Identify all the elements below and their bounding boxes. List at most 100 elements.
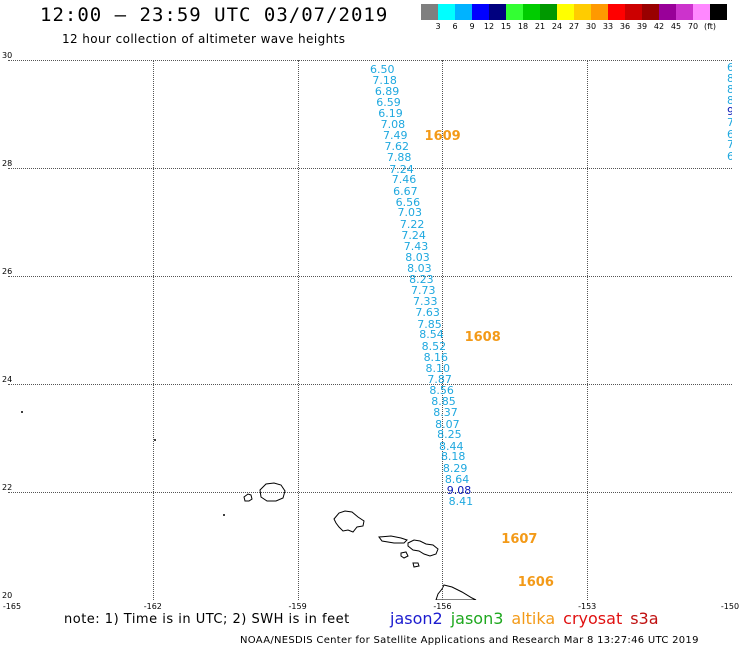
swh-value: 8.10 (425, 361, 451, 375)
swh-value: 7.24 (389, 162, 414, 176)
legend-label: (ft) (703, 22, 717, 31)
swh-value: 6.59 (376, 96, 401, 110)
pass-time-label: 1606 (517, 575, 554, 591)
swh-value: 6.19 (378, 107, 403, 120)
swh-value-edge: 7 (727, 138, 732, 152)
island-maui (407, 539, 439, 557)
swh-value: 7.62 (384, 140, 409, 154)
swh-value: 8.85 (431, 395, 456, 409)
lat-tick-label: 28 (2, 159, 13, 168)
swh-value: 8.56 (429, 384, 454, 398)
legend-swatch (676, 4, 693, 20)
legend-label: 30 (585, 22, 597, 31)
legend-label: 36 (619, 22, 631, 31)
swh-value: 8.18 (440, 450, 466, 464)
swh-value: 8.41 (448, 495, 474, 509)
lat-tick-label: 24 (2, 375, 13, 384)
legend-swatch (557, 4, 574, 20)
swh-value: 8.03 (407, 261, 432, 275)
legend-swatch (438, 4, 455, 20)
swh-value: 7.49 (383, 129, 408, 143)
grid-line-lat (8, 276, 732, 277)
swh-value: 7.88 (386, 151, 412, 165)
islet-dot (154, 439, 156, 441)
swh-value: 8.54 (419, 328, 444, 342)
credit-text: NOAA/NESDIS Center for Satellite Applica… (240, 635, 699, 646)
mission-altika: altika (511, 609, 556, 628)
swh-value: 9.08 (446, 483, 472, 497)
swh-value: 8.03 (405, 250, 430, 264)
legend-swatch (472, 4, 489, 20)
swh-value: 6.89 (374, 84, 400, 98)
swh-value: 7.22 (399, 217, 425, 231)
lat-tick-label: 20 (2, 591, 13, 600)
swh-value: 8.07 (435, 417, 460, 431)
swh-value: 7.85 (417, 317, 442, 331)
hawaii-islands (21, 411, 477, 600)
island-hawaii (435, 584, 477, 600)
legend-swatch (574, 4, 591, 20)
legend-swatch (625, 4, 642, 20)
swh-value: 8.25 (437, 428, 462, 442)
swh-value: 6.50 (370, 62, 395, 76)
map-area[interactable]: 6.50 7.18 6.89 6.59 6.19 7.08 7.49 7.62 7.88 7.24… (8, 60, 732, 600)
island-lanai (400, 551, 409, 559)
legend-swatch (591, 4, 608, 20)
legend-swatch (710, 4, 727, 20)
grid-line-lon (297, 60, 299, 600)
swh-value: 7.63 (415, 306, 440, 320)
legend-label: 39 (636, 22, 648, 31)
swh-value-edge: 8. (727, 83, 732, 97)
swh-value: 7.08 (380, 118, 406, 132)
swh-value-edge: 9 (727, 104, 732, 118)
lon-tick-label: -150 (720, 602, 740, 611)
swh-value: 7.24 (401, 228, 426, 242)
legend-swatch (540, 4, 557, 20)
legend-label: 3 (435, 22, 441, 31)
island-kahoolawe (412, 562, 420, 568)
islet-dot (21, 411, 23, 413)
grid-line-lat (8, 492, 732, 493)
legend-label: 45 (670, 22, 682, 31)
swh-value: 8.37 (433, 406, 458, 420)
legend-swatch (642, 4, 659, 20)
swh-value: 8.44 (439, 439, 464, 453)
swh-value-edge: 6. (727, 127, 732, 141)
legend-label: 15 (500, 22, 512, 31)
swh-value: 7.03 (397, 206, 423, 220)
color-legend (421, 4, 727, 20)
swh-value: 8.52 (421, 339, 447, 353)
island-niihau (243, 493, 253, 502)
legend-label: 24 (551, 22, 563, 31)
pass-time-label: 1607 (501, 532, 538, 548)
swh-value: 8.16 (423, 350, 449, 364)
swh-value-edge: 6.4 (727, 61, 732, 75)
legend-swatch (489, 4, 506, 20)
mission-cryosat: cryosat (563, 609, 623, 628)
lon-tick-label: -153 (578, 602, 597, 611)
legend-swatch (421, 4, 438, 20)
grid-line-lat (8, 168, 732, 169)
legend-label: 9 (469, 22, 475, 31)
swh-value: 8.64 (444, 473, 470, 487)
legend-swatch (506, 4, 523, 20)
swh-value-edge: 8. (727, 94, 732, 108)
mission-s3a: s3a (630, 609, 659, 628)
legend-label: 33 (602, 22, 614, 31)
lat-tick-label: 30 (2, 51, 13, 60)
swh-value: 7.73 (411, 284, 436, 298)
islet-dot (223, 514, 225, 516)
legend-swatch (693, 4, 710, 20)
legend-label: 27 (568, 22, 580, 31)
legend-swatch (608, 4, 625, 20)
swh-value: 6.67 (393, 184, 418, 198)
legend-label: 6 (452, 22, 458, 31)
grid-line-lon (152, 60, 154, 600)
legend-label: 18 (517, 22, 529, 31)
page-title: 12:00 – 23:59 UTC 03/07/2019 (40, 4, 389, 26)
swh-value: 7.33 (412, 295, 438, 309)
lon-tick-label: -165 (2, 602, 22, 611)
legend-swatch (523, 4, 540, 20)
note-text: note: 1) Time is in UTC; 2) SWH is in fe… (64, 612, 350, 627)
legend-label: 70 (687, 22, 699, 31)
